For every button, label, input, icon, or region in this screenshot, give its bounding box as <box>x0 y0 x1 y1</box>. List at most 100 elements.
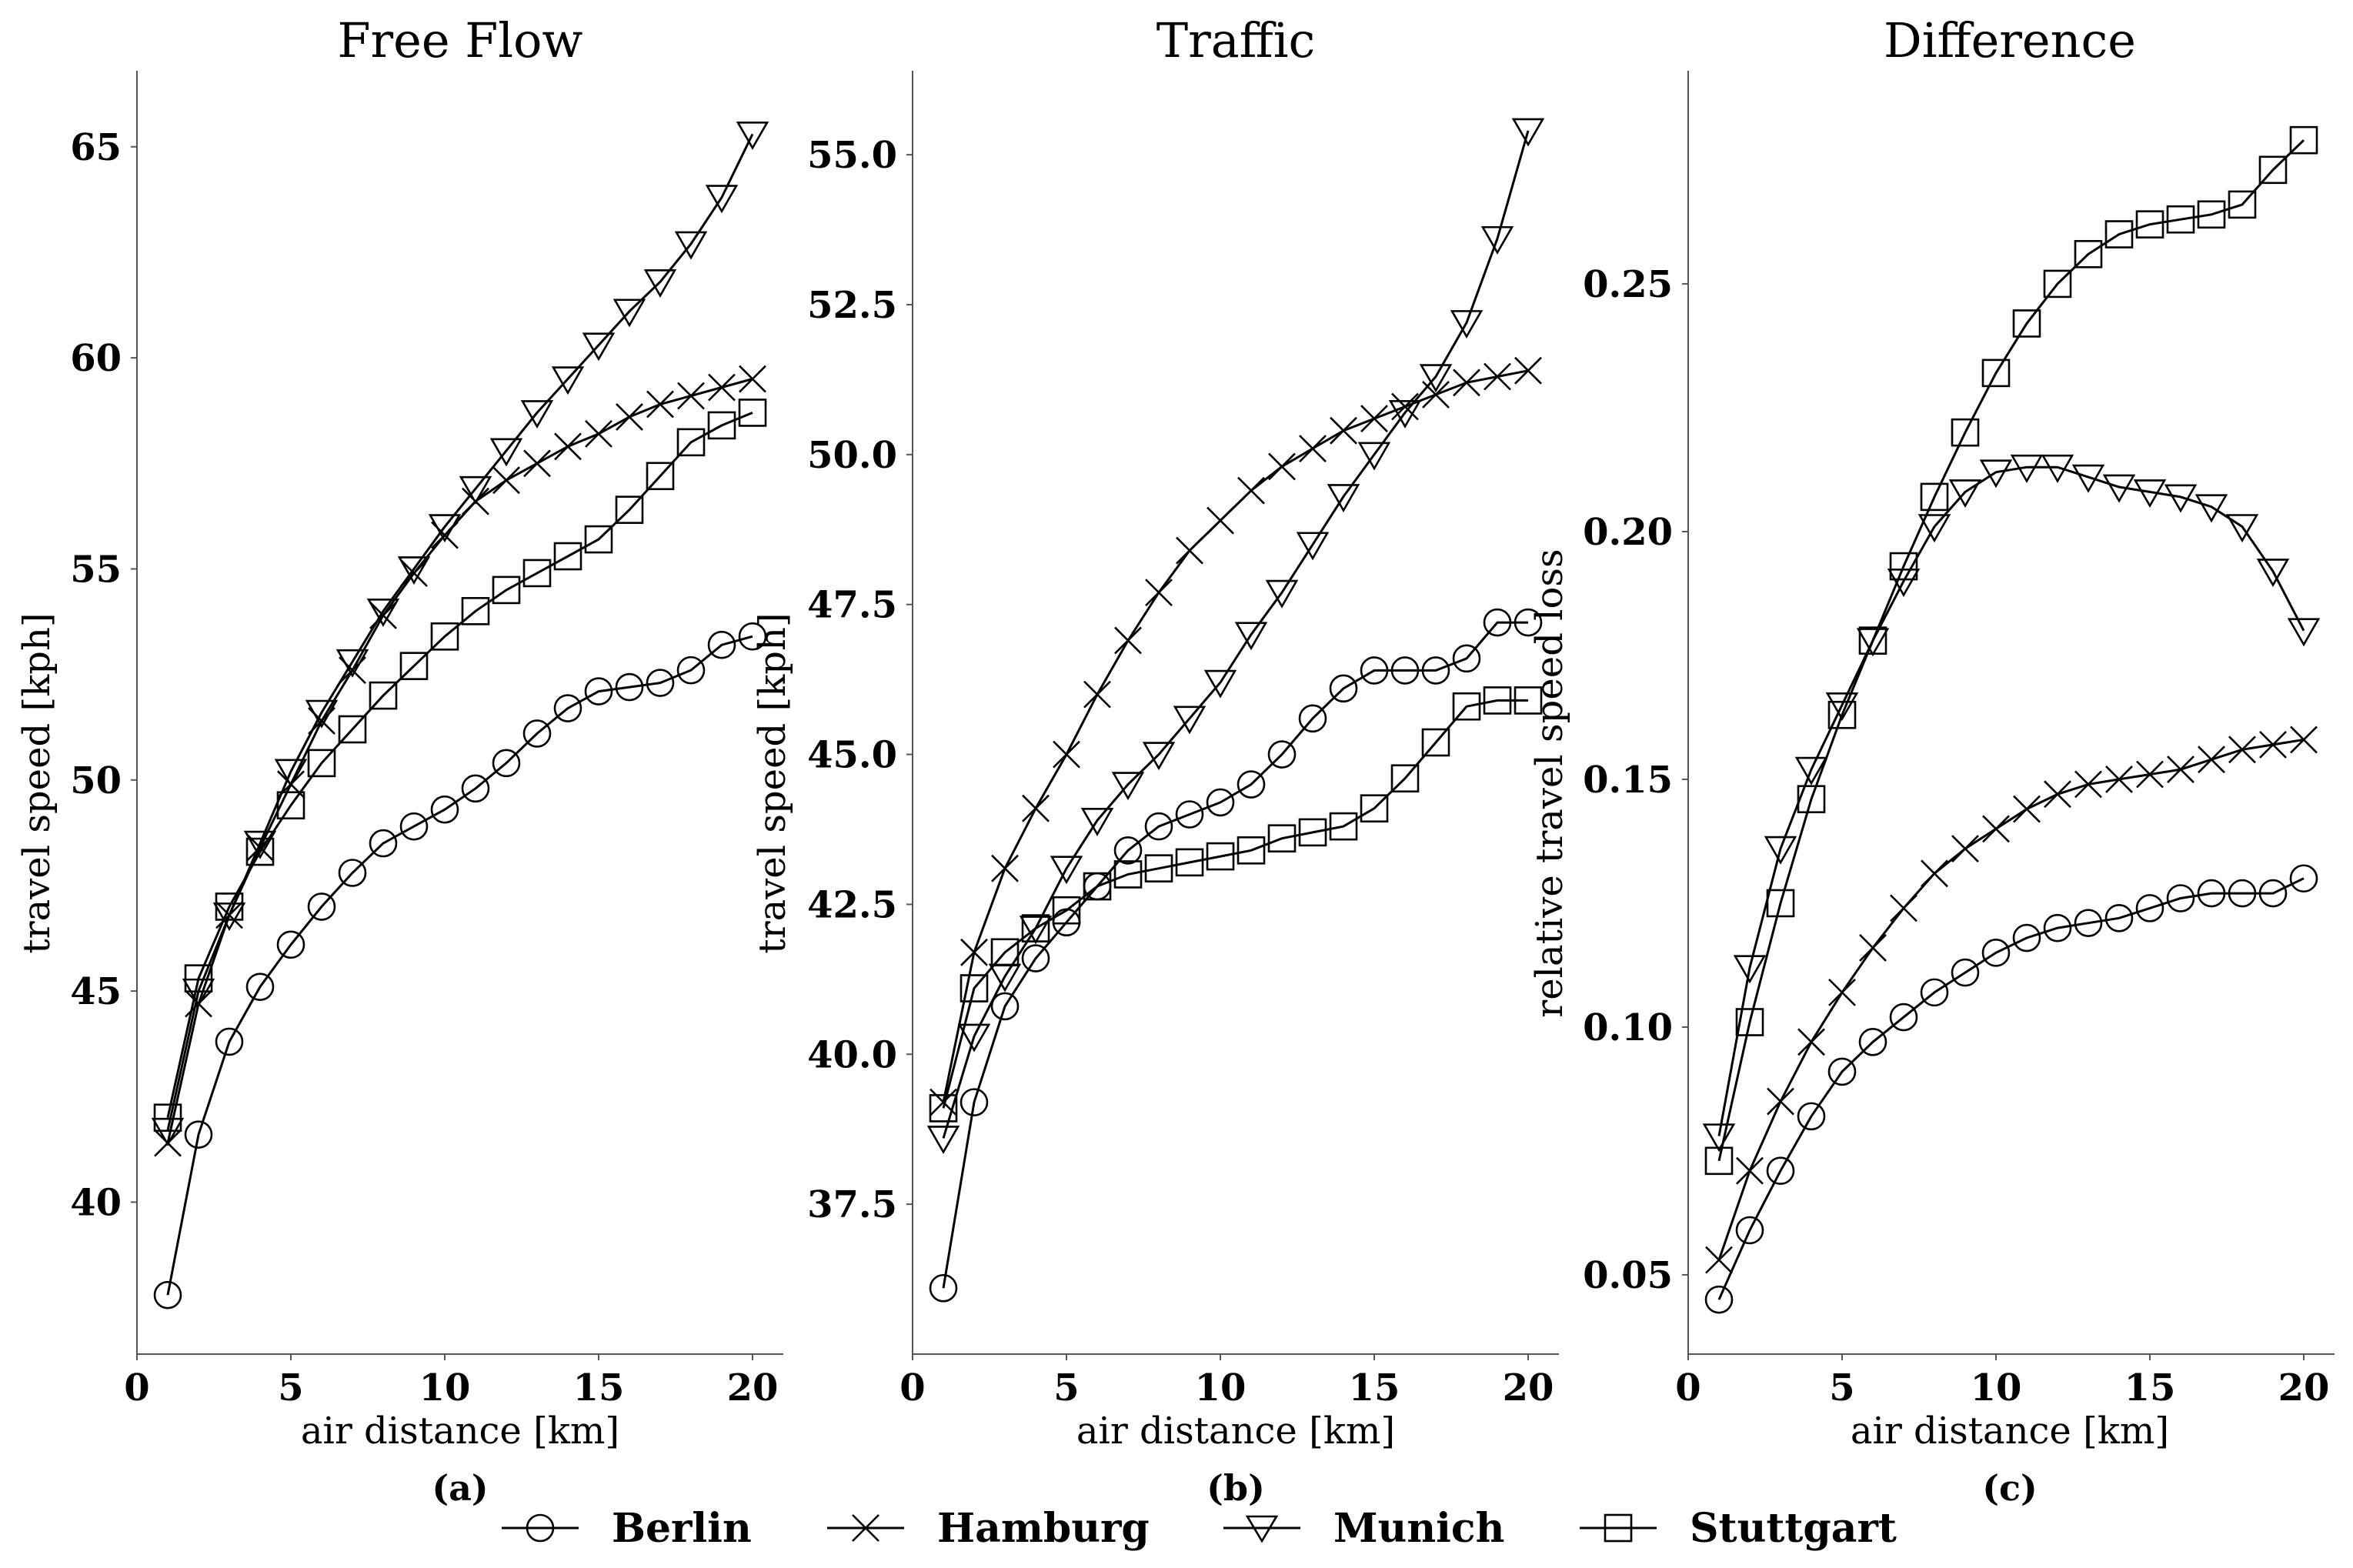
panel-c-plot: 0 5 10 15 20 0.05 0.10 0.15 0.20 0.25 <box>1583 71 2335 1410</box>
data-point-munich <box>1794 756 1828 786</box>
data-point-stuttgart <box>1452 692 1481 721</box>
series-line-stuttgart <box>1717 139 2305 1162</box>
legend-label-munich: Munich <box>1333 1505 1504 1552</box>
data-point-munich <box>1856 628 1890 657</box>
data-point-stuttgart <box>1237 836 1266 865</box>
data-point-berlin <box>1797 1102 1826 1131</box>
data-point-berlin <box>2197 879 2226 908</box>
data-point-hamburg <box>1299 435 1327 462</box>
data-point-hamburg <box>1391 392 1419 421</box>
data-point-stuttgart <box>738 399 767 427</box>
data-point-hamburg <box>1330 416 1357 445</box>
data-point-berlin <box>1452 644 1481 673</box>
x-tick-label: 5 <box>1829 1366 1854 1410</box>
data-point-munich <box>1234 622 1268 651</box>
data-point-stuttgart <box>676 428 706 457</box>
data-point-munich <box>1080 808 1114 836</box>
data-point-munich <box>1948 479 1982 509</box>
data-point-berlin <box>1329 674 1358 703</box>
data-point-munich <box>1480 225 1514 255</box>
data-point-hamburg <box>1797 1028 1825 1056</box>
data-point-berlin <box>1144 812 1173 841</box>
data-point-hamburg <box>2044 780 2071 809</box>
data-point-stuttgart <box>276 791 305 820</box>
panel-b-ylabel: travel speed [kph] <box>751 612 794 953</box>
data-point-berlin <box>584 677 613 706</box>
data-point-munich <box>1979 459 2013 489</box>
data-point-stuttgart <box>1360 794 1389 823</box>
data-point-berlin <box>1267 740 1297 769</box>
data-point-berlin <box>1021 944 1050 972</box>
data-point-hamburg <box>1736 1156 1764 1185</box>
data-point-berlin <box>2104 903 2134 932</box>
data-point-berlin <box>1298 704 1327 733</box>
data-point-munich <box>1388 399 1422 429</box>
data-point-hamburg <box>1176 536 1203 565</box>
data-point-munich <box>957 1023 991 1053</box>
data-point-berlin <box>1920 978 1949 1007</box>
legend-entry-hamburg: Hamburg <box>827 1505 1150 1552</box>
data-point-berlin <box>1889 1003 1918 1032</box>
data-point-munich <box>2256 559 2290 588</box>
x-tick-label: 20 <box>1503 1366 1554 1410</box>
series-line-berlin <box>942 621 1528 1289</box>
data-point-stuttgart <box>646 462 675 491</box>
y-tick-label: 37.5 <box>807 1183 897 1226</box>
data-point-munich <box>1142 742 1176 771</box>
data-point-munich <box>1265 579 1299 609</box>
data-point-munich <box>643 269 677 298</box>
data-point-hamburg <box>1360 405 1388 432</box>
data-point-hamburg <box>677 382 705 410</box>
y-tick-label: 0.15 <box>1583 759 1673 802</box>
data-point-hamburg <box>739 365 766 393</box>
data-point-hamburg <box>1767 1087 1794 1116</box>
data-point-berlin <box>1421 656 1450 685</box>
data-point-munich <box>1203 669 1237 699</box>
y-tick-label: 55 <box>70 548 122 591</box>
data-point-munich <box>520 400 554 429</box>
data-point-hamburg <box>616 403 643 431</box>
data-point-hamburg <box>1453 369 1480 397</box>
data-point-stuttgart <box>615 495 644 524</box>
data-point-stuttgart <box>2197 200 2226 229</box>
data-point-berlin <box>615 672 644 702</box>
data-point-stuttgart <box>1329 812 1358 841</box>
data-point-munich <box>335 649 369 678</box>
x-tick-label: 5 <box>1053 1366 1079 1410</box>
panel-c-ylabel: relative travel speed loss <box>1528 549 1571 1017</box>
y-tick-label: 0.25 <box>1583 263 1673 306</box>
data-point-stuttgart <box>2043 269 2072 299</box>
panel-a-caption: (a) <box>432 1467 488 1509</box>
data-point-hamburg <box>1083 680 1111 709</box>
panel-a-xlabel: air distance [km] <box>301 1410 619 1453</box>
data-point-berlin <box>430 795 459 824</box>
data-point-berlin <box>1735 1216 1764 1245</box>
data-point-berlin <box>245 972 275 1001</box>
legend-entry-berlin: Berlin <box>502 1505 752 1552</box>
series-line-munich <box>166 133 754 1131</box>
data-point-stuttgart <box>215 892 244 921</box>
data-point-hamburg <box>523 449 551 478</box>
legend-label-hamburg: Hamburg <box>937 1505 1150 1552</box>
legend-entry-munich: Munich <box>1223 1505 1504 1552</box>
data-point-stuttgart <box>2289 125 2318 155</box>
x-tick-label: 0 <box>124 1366 149 1410</box>
data-point-stuttgart <box>2012 309 2041 338</box>
data-point-hamburg <box>1828 978 1856 1006</box>
data-point-berlin <box>1951 958 1980 987</box>
data-point-hamburg <box>1921 859 1948 888</box>
data-point-stuttgart <box>990 938 1020 967</box>
data-point-berlin <box>2074 909 2103 938</box>
legend-label-berlin: Berlin <box>612 1505 752 1552</box>
data-point-hamburg <box>2013 795 2041 823</box>
series-line-hamburg <box>1717 738 2305 1261</box>
data-point-stuttgart <box>2258 155 2288 185</box>
data-point-stuttgart <box>584 525 613 554</box>
series-line-berlin <box>1717 877 2305 1300</box>
data-point-munich <box>1419 364 1453 393</box>
x-tick-label: 15 <box>1349 1366 1400 1410</box>
data-point-berlin <box>738 622 767 651</box>
x-tick-label: 20 <box>2278 1366 2330 1410</box>
data-point-berlin <box>1360 656 1389 685</box>
data-point-munich <box>428 514 462 543</box>
